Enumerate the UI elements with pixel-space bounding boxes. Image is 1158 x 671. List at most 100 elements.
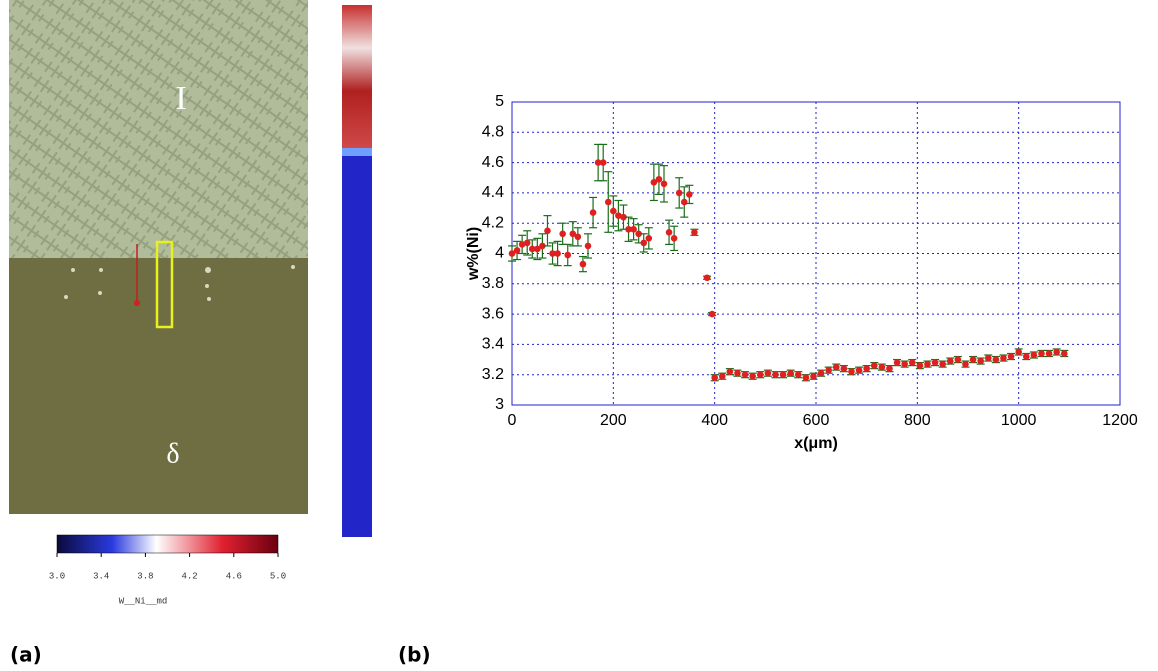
data-point: [518, 241, 526, 248]
data-point: [610, 207, 617, 215]
data-point: [878, 363, 886, 371]
data-point: [794, 371, 802, 379]
data-point: [675, 189, 683, 197]
data-point: [579, 260, 587, 268]
y-tick-label: 3: [495, 396, 504, 413]
map-strip-edge: [342, 148, 372, 156]
data-point: [832, 363, 840, 371]
data-point: [916, 362, 924, 369]
data-point: [939, 360, 946, 368]
data-point: [893, 359, 901, 366]
x-tick-label: 600: [803, 412, 830, 429]
data-point: [508, 250, 516, 257]
phase-label: δ: [166, 438, 179, 469]
data-point: [574, 233, 582, 241]
y-tick-label: 3.6: [482, 305, 504, 322]
y-tick-label: 4.2: [482, 214, 504, 231]
data-point: [655, 175, 663, 183]
colorbar-tick-label: 3.0: [49, 571, 65, 581]
data-point: [711, 374, 718, 382]
data-point: [513, 247, 521, 254]
data-point: [749, 372, 756, 380]
data-point: [1045, 350, 1053, 357]
data-point: [954, 356, 962, 363]
data-point: [908, 359, 916, 366]
data-point: [1000, 354, 1007, 362]
colorbar-label: W__Ni__md: [119, 596, 168, 606]
data-point: [1060, 350, 1068, 357]
data-point: [708, 310, 716, 318]
data-point: [1007, 353, 1015, 360]
panel-label: (a): [10, 643, 42, 667]
data-point: [544, 227, 551, 235]
data-point: [539, 242, 546, 250]
data-point: [779, 371, 787, 379]
data-point: [686, 191, 693, 198]
data-point: [984, 354, 992, 362]
data-point: [802, 374, 810, 382]
data-point: [863, 365, 870, 372]
map-strip-top: [342, 5, 372, 148]
data-point: [534, 245, 541, 253]
data-point: [564, 251, 572, 259]
data-point: [630, 225, 637, 233]
data-point: [589, 209, 597, 216]
data-point: [817, 369, 825, 377]
data-point: [840, 365, 848, 372]
micrograph: I δ W__Ni__md: [9, 0, 372, 606]
y-tick-label: 4.6: [482, 154, 504, 171]
data-point: [645, 235, 653, 242]
map-strip: [342, 148, 372, 537]
selection-box: [155, 240, 174, 329]
data-point: [584, 242, 592, 250]
data-point: [620, 213, 627, 221]
data-point: [848, 368, 855, 375]
data-point: [718, 372, 726, 380]
data-point: [635, 230, 642, 238]
data-point: [1030, 351, 1038, 359]
data-point: [554, 250, 561, 257]
data-point: [886, 365, 893, 372]
data-point: [523, 239, 531, 247]
delta-phase: [9, 258, 308, 514]
panel-label: (b): [398, 643, 431, 667]
y-tick-label: 3.4: [482, 336, 504, 353]
data-point: [741, 371, 749, 379]
data-point: [599, 159, 607, 166]
data-point: [901, 360, 908, 368]
data-point: [756, 371, 764, 379]
data-point: [615, 212, 622, 219]
colorbar-tick-label: 4.6: [226, 571, 242, 581]
data-point: [962, 360, 969, 368]
data-point: [726, 368, 734, 375]
colorbar-tick-label: 3.4: [93, 571, 109, 581]
data-point: [559, 230, 566, 238]
colorbar-tick-label: 3.8: [137, 571, 153, 581]
data-point: [870, 362, 878, 369]
dendritic-phase: [9, 0, 308, 258]
data-point: [764, 369, 772, 377]
data-point: [528, 245, 536, 253]
phase-tint: [9, 0, 308, 258]
data-point: [625, 225, 632, 233]
data-point: [969, 356, 977, 363]
data-point: [810, 372, 817, 380]
y-tick-label: 4: [495, 245, 504, 262]
data-point: [650, 178, 658, 186]
x-tick-label: 400: [701, 412, 728, 429]
data-point: [924, 360, 931, 368]
data-point: [977, 357, 984, 365]
data-point: [1022, 353, 1030, 360]
colorbar-tick-label: 5.0: [270, 571, 286, 581]
arrow-head: [134, 300, 140, 306]
data-point: [604, 198, 612, 206]
phase-label: I: [175, 80, 186, 117]
data-point: [946, 357, 954, 365]
data-point: [665, 228, 673, 236]
x-axis-label: x(μm): [794, 435, 838, 452]
colorbar: [56, 534, 279, 554]
data-point: [855, 366, 863, 374]
y-tick-label: 5: [495, 93, 504, 110]
data-point: [640, 239, 648, 247]
